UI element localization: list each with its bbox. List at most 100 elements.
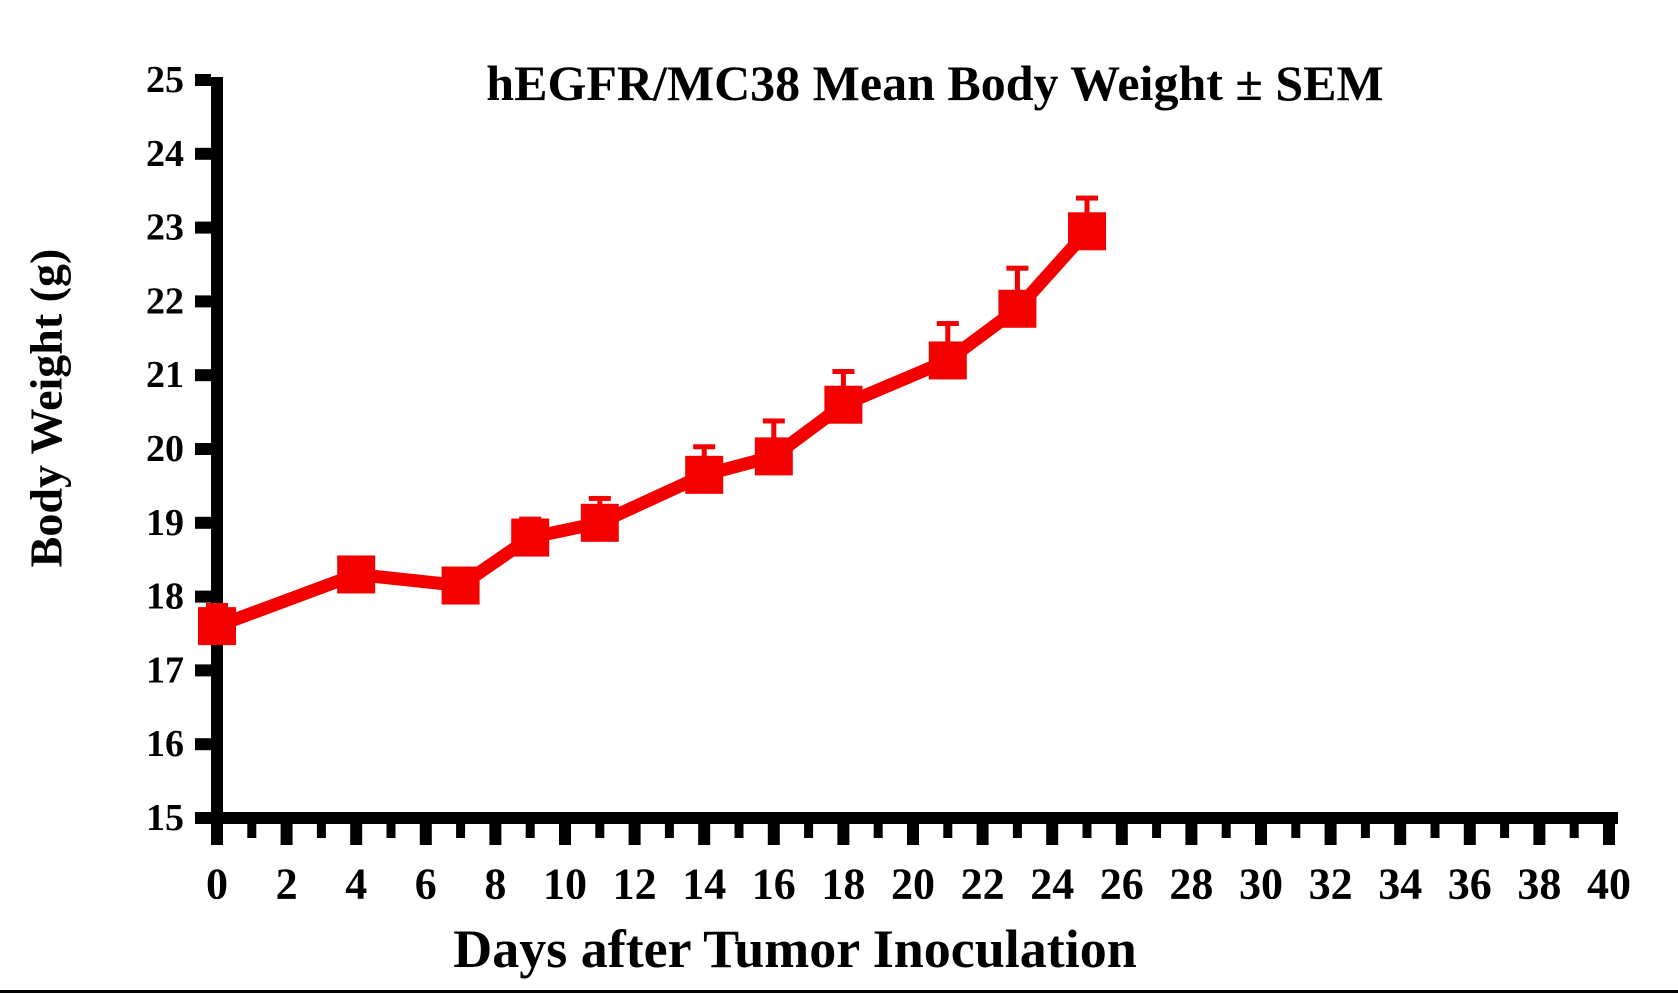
x-tick xyxy=(837,824,850,845)
y-axis-title: Body Weight (g) xyxy=(20,248,72,568)
y-tick-label: 19 xyxy=(146,502,184,544)
error-bar-cap xyxy=(936,321,959,327)
x-tick-label: 8 xyxy=(484,860,506,909)
y-tick-label: 21 xyxy=(146,354,184,396)
data-point-marker xyxy=(198,607,236,646)
y-tick-label: 16 xyxy=(146,723,184,765)
x-tick-label: 14 xyxy=(682,860,726,909)
y-axis-line xyxy=(211,77,223,824)
x-minor-tick xyxy=(1569,824,1579,838)
error-bar-cap xyxy=(693,444,716,450)
error-bar-cap xyxy=(1076,195,1098,201)
x-minor-tick xyxy=(804,824,814,838)
error-bar-cap xyxy=(206,602,228,608)
x-tick-label: 24 xyxy=(1030,860,1074,909)
data-point-marker xyxy=(998,289,1037,328)
x-minor-tick xyxy=(1221,824,1231,838)
x-axis-line xyxy=(211,812,1618,824)
data-point-marker xyxy=(928,341,967,380)
data-point-marker xyxy=(1068,212,1106,251)
x-tick xyxy=(1603,824,1615,845)
y-tick xyxy=(195,516,211,529)
x-tick-label: 34 xyxy=(1378,860,1422,909)
x-tick xyxy=(1046,824,1059,845)
error-bar-cap xyxy=(1006,265,1029,271)
x-axis-title: Days after Tumor Inoculation xyxy=(453,919,1137,979)
x-tick-label: 20 xyxy=(891,860,935,909)
y-tick xyxy=(195,812,211,824)
x-tick xyxy=(1185,824,1198,845)
chart-title: hEGFR/MC38 Mean Body Weight ± SEM xyxy=(486,55,1384,111)
x-minor-tick xyxy=(1012,824,1022,838)
y-tick-label: 22 xyxy=(146,280,184,322)
y-tick xyxy=(195,443,211,455)
x-minor-tick xyxy=(316,824,326,838)
x-tick-label: 0 xyxy=(206,860,228,909)
x-tick xyxy=(628,824,641,845)
y-tick-label: 20 xyxy=(146,428,184,470)
x-minor-tick xyxy=(1500,824,1510,838)
y-tick xyxy=(195,369,211,382)
error-bar-cap xyxy=(832,369,855,375)
data-point-marker xyxy=(754,437,793,476)
y-tick-label: 18 xyxy=(146,576,184,618)
x-minor-tick xyxy=(386,824,396,838)
bottom-divider-line xyxy=(0,990,1678,993)
y-tick-label: 17 xyxy=(146,649,184,691)
x-tick xyxy=(767,824,780,845)
x-tick xyxy=(1533,824,1546,845)
x-minor-tick xyxy=(247,824,257,838)
y-tick xyxy=(195,590,211,603)
error-bar-cap xyxy=(762,418,785,424)
x-tick xyxy=(698,824,711,845)
x-minor-tick xyxy=(664,824,674,838)
x-tick-label: 12 xyxy=(613,860,657,909)
data-point-marker xyxy=(511,518,550,557)
x-tick xyxy=(1324,824,1337,845)
x-tick-label: 38 xyxy=(1517,860,1561,909)
x-tick-label: 2 xyxy=(276,860,298,909)
x-tick-label: 36 xyxy=(1448,860,1492,909)
x-tick-label: 28 xyxy=(1169,860,1213,909)
x-tick-label: 30 xyxy=(1239,860,1283,909)
x-minor-tick xyxy=(456,824,466,838)
x-tick xyxy=(211,824,223,845)
x-minor-tick xyxy=(1430,824,1440,838)
data-point-marker xyxy=(337,555,376,594)
x-minor-tick xyxy=(1360,824,1370,838)
data-point-marker xyxy=(580,503,619,542)
y-tick xyxy=(195,738,211,751)
y-tick xyxy=(195,147,211,160)
y-tick xyxy=(195,664,211,677)
x-tick xyxy=(907,824,919,845)
x-minor-tick xyxy=(595,824,605,838)
x-tick xyxy=(976,824,989,845)
x-tick xyxy=(1463,824,1476,845)
x-tick xyxy=(280,824,293,845)
x-minor-tick xyxy=(1082,824,1092,838)
x-minor-tick xyxy=(873,824,883,838)
y-tick xyxy=(195,221,211,234)
x-tick-label: 6 xyxy=(415,860,437,909)
x-tick xyxy=(419,824,432,845)
data-point-marker xyxy=(441,566,480,605)
data-point-marker xyxy=(824,385,863,424)
x-tick-label: 10 xyxy=(543,860,587,909)
x-tick-label: 26 xyxy=(1100,860,1144,909)
x-tick-label: 16 xyxy=(752,860,796,909)
x-tick-label: 40 xyxy=(1587,860,1631,909)
x-tick-label: 32 xyxy=(1309,860,1353,909)
x-tick xyxy=(489,824,502,845)
y-tick xyxy=(195,295,211,308)
x-tick xyxy=(1115,824,1128,845)
x-minor-tick xyxy=(1152,824,1162,838)
x-tick-label: 4 xyxy=(345,860,367,909)
x-tick xyxy=(559,824,571,845)
x-minor-tick xyxy=(943,824,953,838)
x-minor-tick xyxy=(1291,824,1301,838)
error-bar xyxy=(1014,268,1020,309)
x-tick xyxy=(1394,824,1407,845)
x-tick-label: 18 xyxy=(821,860,865,909)
